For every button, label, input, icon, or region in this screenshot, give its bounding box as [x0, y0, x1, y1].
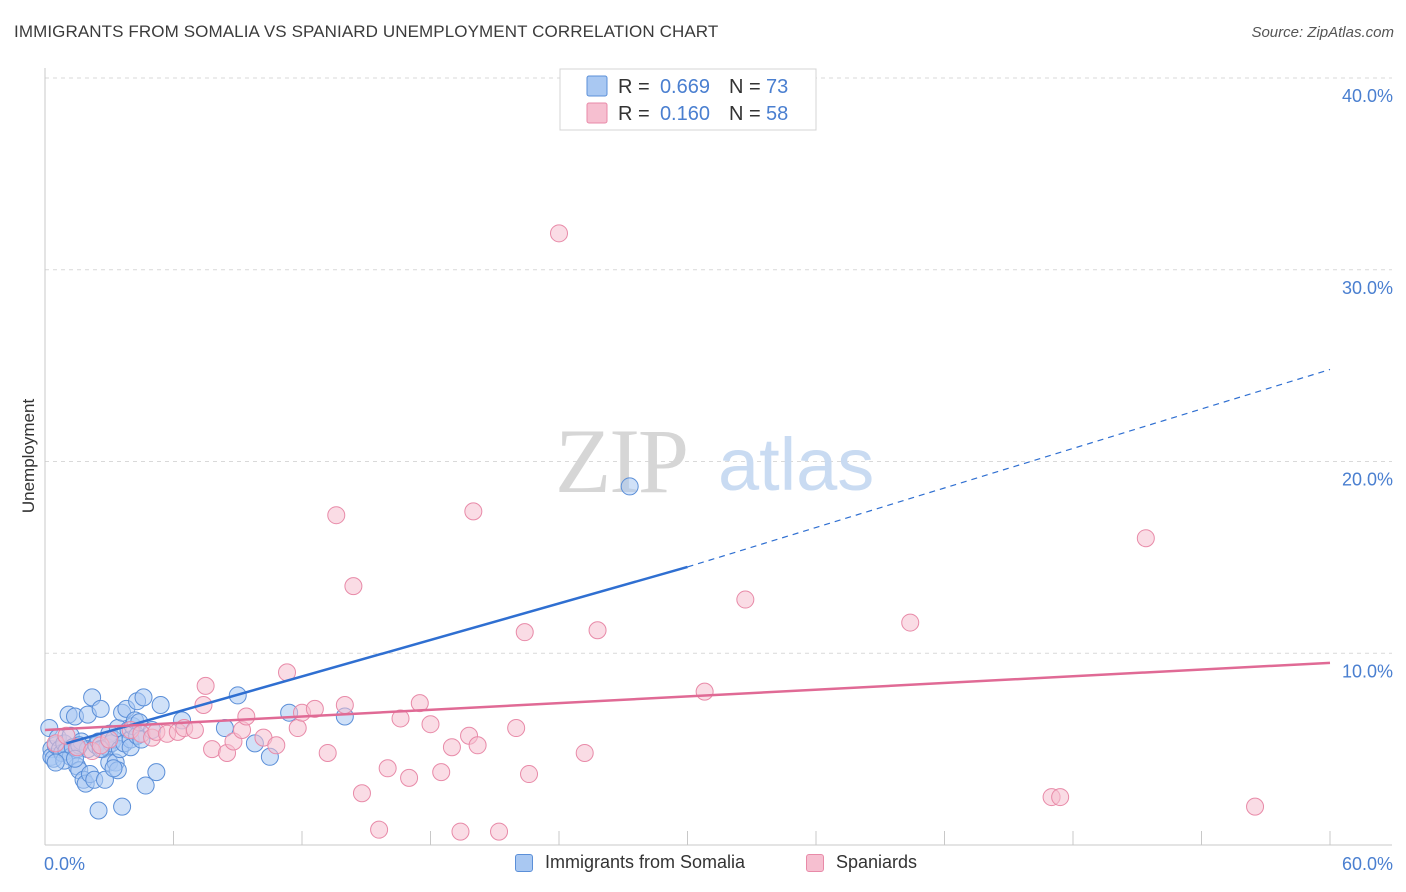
point-spaniards	[327, 506, 346, 525]
point-spaniards	[378, 759, 397, 778]
point-spaniards	[515, 623, 534, 642]
y-tick-label: 10.0%	[1342, 661, 1393, 681]
point-spaniards	[288, 719, 307, 738]
x-tick-label-max: 60.0%	[1342, 854, 1393, 874]
chart-title: IMMIGRANTS FROM SOMALIA VS SPANIARD UNEM…	[14, 22, 719, 41]
point-spaniards	[468, 736, 487, 755]
point-spaniards	[370, 820, 389, 839]
point-spaniards	[267, 736, 286, 755]
stats-swatch-somalia	[586, 75, 608, 97]
point-spaniards	[550, 224, 568, 243]
point-spaniards	[391, 709, 410, 728]
point-somalia	[91, 699, 110, 718]
point-spaniards	[736, 590, 755, 609]
point-spaniards	[185, 720, 204, 739]
bottom-legend: Immigrants from Somalia Spaniards	[0, 852, 1406, 878]
legend-item-spaniards[interactable]: Spaniards	[806, 852, 917, 873]
point-somalia	[104, 759, 123, 778]
trendline-somalia-projection	[687, 368, 1331, 568]
legend-swatch-spaniards	[806, 853, 824, 872]
point-somalia	[151, 696, 170, 715]
watermark-zip: ZIP	[555, 410, 687, 512]
stats-r-label-somalia: R =	[618, 76, 650, 98]
point-spaniards	[203, 740, 222, 759]
point-spaniards	[1136, 529, 1155, 548]
point-somalia	[620, 477, 639, 496]
point-spaniards	[57, 726, 76, 745]
stats-n-value-spaniards: 58	[766, 103, 788, 125]
y-axis-title: Unemployment	[19, 399, 38, 514]
point-spaniards	[490, 822, 509, 841]
x-tick-label-min: 0.0%	[44, 854, 85, 874]
point-spaniards	[442, 738, 461, 757]
y-tick-label: 30.0%	[1342, 278, 1393, 298]
legend-item-somalia[interactable]: Immigrants from Somalia	[515, 852, 745, 873]
point-spaniards	[901, 613, 920, 632]
point-spaniards	[352, 784, 371, 803]
source-label: Source: ZipAtlas.com	[1251, 24, 1394, 41]
point-spaniards	[1246, 797, 1265, 816]
point-spaniards	[432, 763, 451, 782]
point-spaniards	[318, 743, 337, 762]
stats-n-label-somalia: N =	[729, 76, 761, 98]
point-spaniards	[507, 719, 526, 738]
point-somalia	[46, 753, 65, 772]
point-somalia	[89, 801, 108, 820]
point-spaniards	[305, 699, 324, 718]
point-somalia	[147, 763, 166, 782]
y-tick-label: 40.0%	[1342, 86, 1393, 106]
legend-label-somalia: Immigrants from Somalia	[545, 852, 746, 872]
point-spaniards	[575, 743, 594, 762]
point-somalia	[134, 688, 153, 707]
trendline-somalia	[66, 565, 688, 745]
legend-label-spaniards: Spaniards	[836, 852, 918, 872]
stats-n-label-spaniards: N =	[729, 103, 761, 125]
point-spaniards	[464, 502, 483, 521]
stats-swatch-spaniards	[586, 102, 608, 124]
y-tick-label: 20.0%	[1342, 470, 1393, 490]
point-spaniards	[400, 768, 419, 787]
stats-r-value-somalia: 0.669	[660, 76, 710, 98]
stats-n-value-somalia: 73	[766, 76, 788, 98]
point-somalia	[136, 776, 155, 795]
trendline-spaniards	[44, 661, 1331, 732]
stats-r-value-spaniards: 0.160	[660, 103, 710, 125]
point-spaniards	[344, 577, 363, 596]
point-spaniards	[1051, 788, 1070, 807]
point-spaniards	[335, 696, 354, 715]
point-spaniards	[196, 676, 215, 695]
point-spaniards	[237, 707, 256, 726]
point-spaniards	[695, 682, 714, 701]
point-spaniards	[421, 715, 440, 734]
point-spaniards	[451, 822, 470, 841]
point-spaniards	[520, 765, 539, 784]
watermark-atlas: atlas	[718, 423, 874, 506]
legend-swatch-somalia	[515, 853, 533, 872]
stats-r-label-spaniards: R =	[618, 103, 650, 125]
point-spaniards	[588, 621, 607, 640]
point-somalia	[113, 797, 132, 816]
